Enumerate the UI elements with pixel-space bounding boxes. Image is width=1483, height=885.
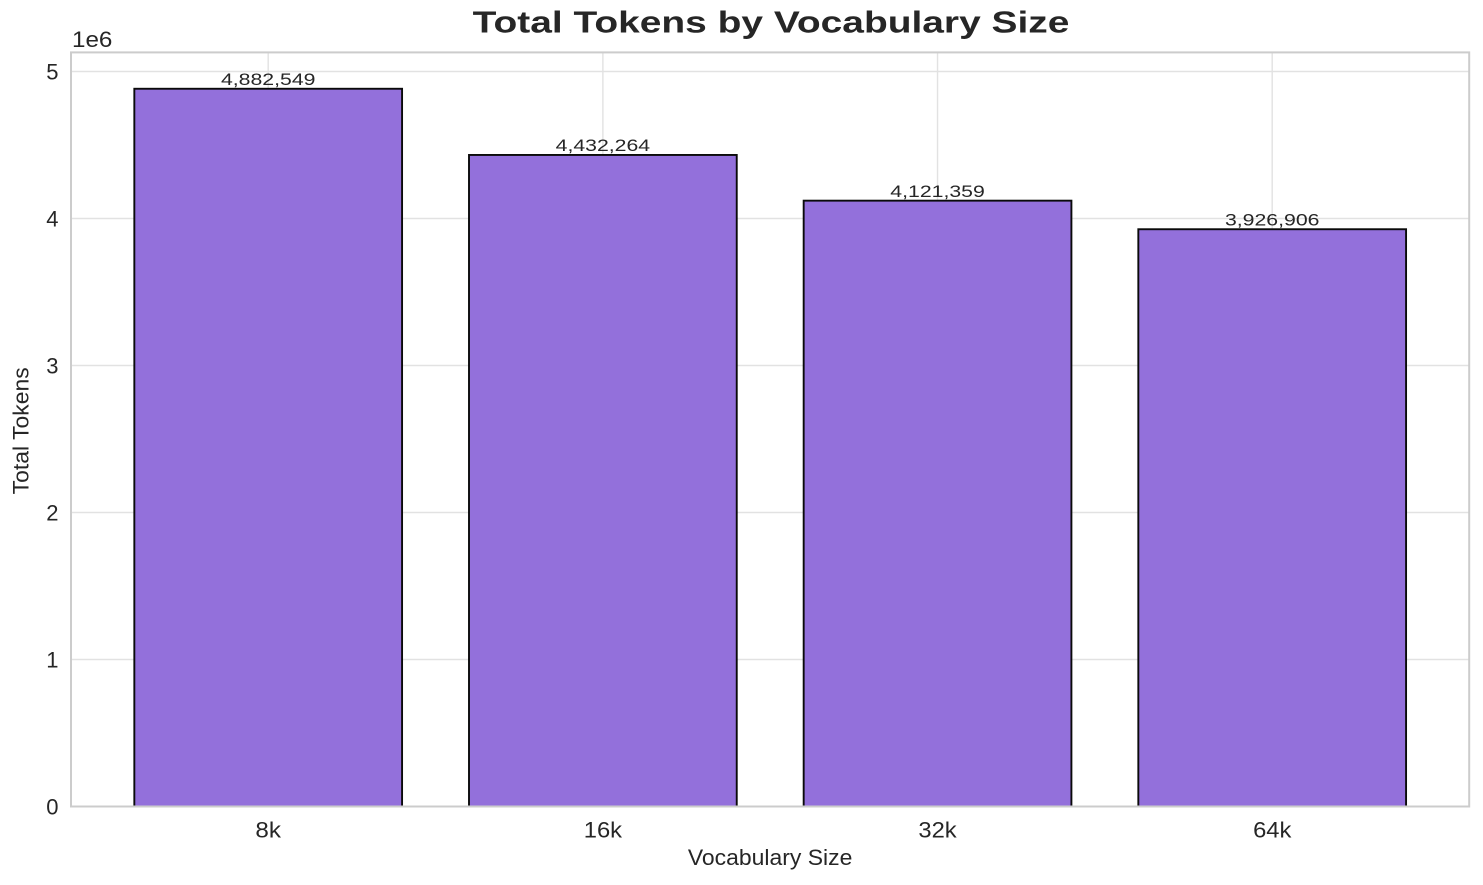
- svg-text:1e6: 1e6: [72, 27, 112, 52]
- svg-text:32k: 32k: [918, 818, 957, 843]
- svg-text:5: 5: [46, 60, 58, 85]
- svg-text:8k: 8k: [255, 818, 281, 843]
- svg-text:16k: 16k: [584, 818, 623, 843]
- svg-text:3,926,906: 3,926,906: [1225, 211, 1320, 230]
- svg-text:0: 0: [46, 795, 58, 820]
- svg-text:3: 3: [46, 354, 58, 379]
- svg-text:Vocabulary Size: Vocabulary Size: [688, 845, 852, 869]
- svg-text:4,432,264: 4,432,264: [556, 137, 651, 156]
- svg-text:64k: 64k: [1253, 818, 1292, 843]
- svg-text:4,121,359: 4,121,359: [890, 183, 985, 202]
- svg-text:Total Tokens: Total Tokens: [9, 367, 33, 494]
- svg-text:1: 1: [46, 648, 58, 673]
- svg-text:Total Tokens by Vocabulary Siz: Total Tokens by Vocabulary Size: [473, 5, 1070, 39]
- svg-text:4,882,549: 4,882,549: [221, 71, 316, 90]
- svg-text:4: 4: [46, 207, 58, 232]
- svg-text:2: 2: [46, 501, 58, 526]
